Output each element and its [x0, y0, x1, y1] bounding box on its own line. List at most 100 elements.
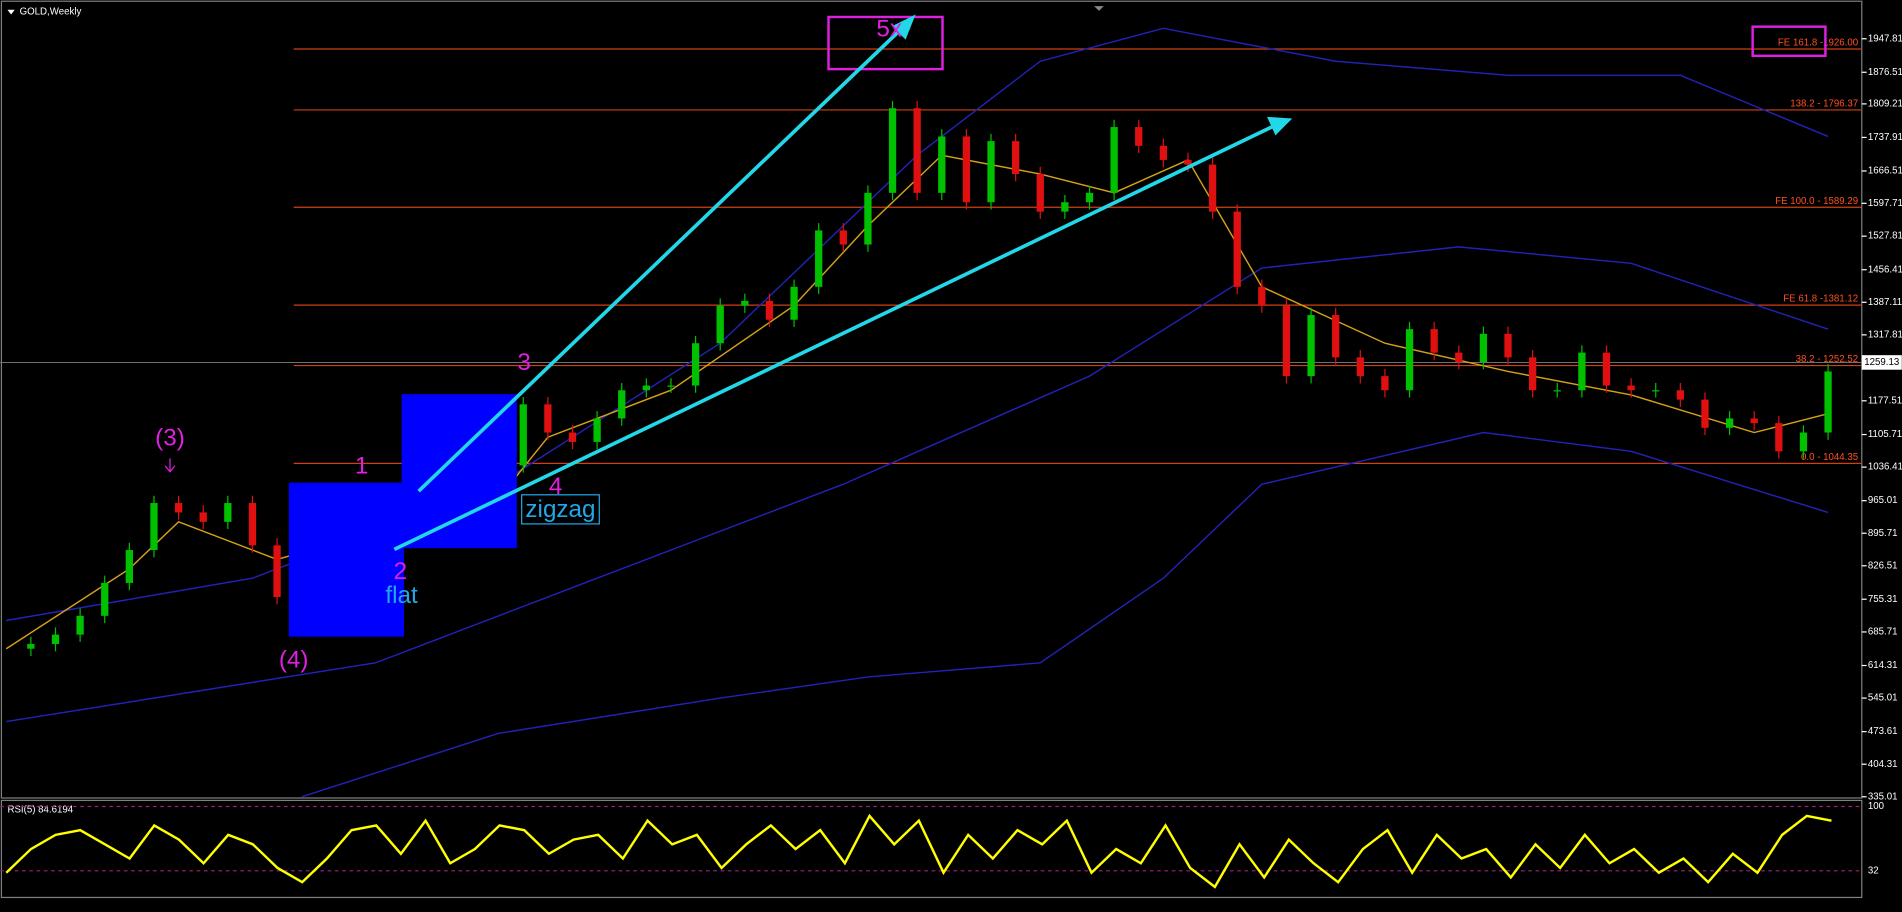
wave-label: 3: [517, 349, 531, 376]
rsi-indicator: 100 32: [0, 801, 1885, 889]
fib-label: FE 61.8 -1381.12: [1783, 294, 1858, 305]
candle-body: [1405, 329, 1414, 391]
candle-body: [1430, 329, 1438, 353]
candle-body: [224, 503, 232, 522]
candle-body: [1504, 333, 1512, 358]
candle-body: [27, 644, 35, 649]
indicator-line: [6, 246, 1829, 723]
candle-body: [1602, 352, 1611, 386]
candle-body: [51, 634, 60, 645]
candle-body: [544, 404, 552, 433]
candle-body: [1061, 202, 1069, 212]
candle-body: [519, 404, 527, 466]
arrow-line: [417, 25, 905, 493]
candle-body: [1356, 357, 1364, 377]
wave-label: 1: [355, 452, 369, 479]
candle-body: [568, 432, 577, 442]
candle-body: [642, 385, 650, 391]
y-tick-label: 1456.41: [1868, 264, 1902, 275]
wave-marker: [164, 458, 176, 473]
candle-body: [1110, 127, 1118, 193]
candle-body: [962, 136, 971, 203]
arrow-line: [393, 123, 1277, 552]
candle-body: [76, 615, 84, 635]
candle-body: [1307, 315, 1315, 377]
candle-body: [1184, 159, 1192, 165]
candle-body: [1627, 385, 1635, 391]
candle-body: [1381, 376, 1389, 391]
fib-label: 38.2 - 1252.52: [1796, 354, 1858, 365]
candle-body: [199, 512, 207, 522]
candle-body: [1012, 141, 1020, 175]
candle-body: [1750, 418, 1758, 424]
candle-body: [987, 141, 995, 203]
candle-body: [618, 390, 626, 419]
candle-body: [1578, 352, 1586, 391]
candle-body: [174, 503, 183, 513]
current-price-label: 1259.13: [1864, 357, 1899, 368]
candle-body: [716, 305, 724, 344]
candle-body: [1332, 315, 1340, 358]
pattern-frame: [521, 494, 600, 525]
candle-body: [1775, 423, 1783, 452]
indicator-line: [301, 431, 1829, 798]
candle-body: [1701, 399, 1709, 428]
candle-body: [101, 582, 109, 616]
y-tick-label: 895.71: [1868, 528, 1898, 539]
pattern-label: flat: [385, 582, 418, 609]
y-tick-label: 1317.81: [1868, 329, 1902, 340]
price-axis: 1947.81 1876.51 1809.21 1737.91 1666.51 1597.…: [1861, 33, 1902, 802]
candle-body: [1824, 371, 1832, 433]
y-tick-label: 826.51: [1868, 560, 1898, 571]
y-tick-label: 685.71: [1868, 627, 1898, 638]
wave-label: 2: [394, 558, 408, 585]
rsi-panel: [0, 799, 1863, 899]
fib-label: 138.2 - 1796.37: [1790, 98, 1858, 109]
y-tick-label: 1876.51: [1868, 67, 1902, 78]
y-tick-label: 755.31: [1868, 594, 1898, 605]
y-tick-label: 473.61: [1868, 726, 1898, 737]
y-tick-label: 1527.81: [1868, 231, 1902, 242]
flat-box: [288, 482, 405, 637]
y-tick-label: 404.31: [1868, 759, 1898, 770]
candle-body: [150, 503, 158, 551]
candle-body: [1208, 164, 1217, 212]
candle-body: [815, 230, 823, 287]
rsi-tick-label: 100: [1868, 801, 1885, 812]
candle-body: [888, 108, 897, 193]
candle-body: [1258, 286, 1266, 306]
y-tick-label: 1387.11: [1868, 297, 1902, 308]
candle-body: [1455, 352, 1463, 363]
fib-label: FE 161.8 -1926.00: [1778, 38, 1859, 49]
candle-body: [864, 192, 872, 245]
candle-body: [938, 136, 946, 193]
target-box: [827, 15, 944, 71]
wave-label: 4: [549, 473, 563, 500]
y-tick-label: 1947.81: [1868, 33, 1902, 44]
candle-body: [1159, 145, 1167, 160]
arrow-head: [892, 14, 916, 40]
candle-body: [790, 286, 798, 320]
candle-body: [1479, 333, 1488, 363]
candle-body: [1676, 390, 1684, 400]
fib-label: 0.0 - 1044.35: [1801, 452, 1858, 463]
wave-label: 5x: [876, 16, 902, 43]
pattern-label: zigzag: [525, 496, 595, 523]
candle-body: [273, 545, 281, 598]
candle-body: [913, 108, 921, 193]
candle-body: [1135, 127, 1143, 146]
rsi-tick-label: 32: [1868, 865, 1879, 876]
candle-body: [1233, 211, 1241, 287]
zigzag-box: [401, 394, 517, 549]
menu-arrow[interactable]: [7, 9, 15, 15]
scroll-marker: [1094, 6, 1104, 11]
candle-body: [839, 230, 847, 245]
trend-arrows: [393, 14, 1293, 552]
y-tick-label: 1737.91: [1868, 132, 1902, 143]
candle-body: [667, 385, 675, 387]
candle-body: [765, 300, 774, 320]
y-tick-label: 335.01: [1868, 791, 1898, 802]
